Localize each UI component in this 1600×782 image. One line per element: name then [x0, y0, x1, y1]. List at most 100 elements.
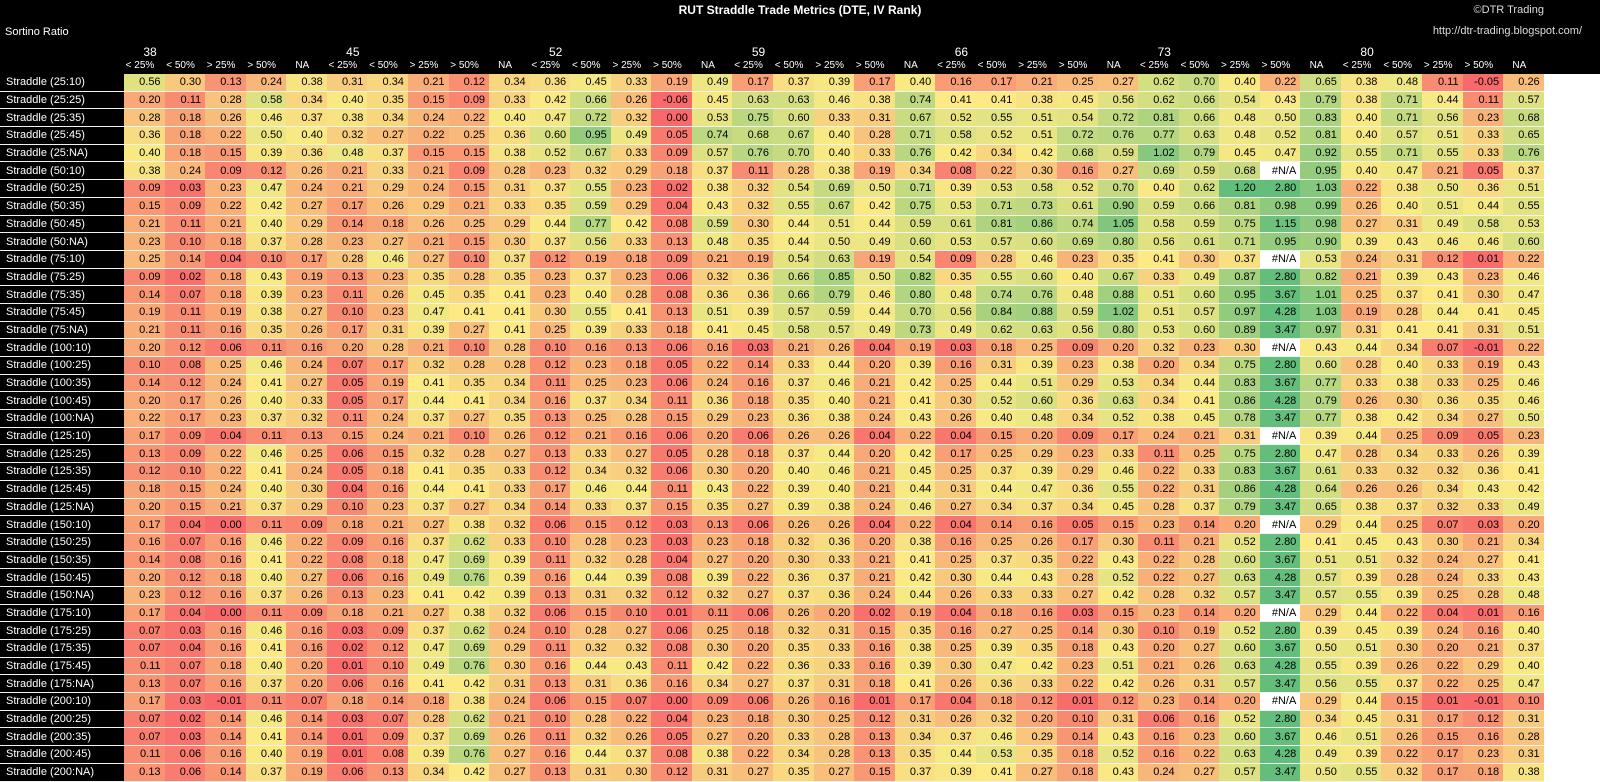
- metric-cell: 0.60: [1219, 727, 1260, 747]
- metric-cell: 0.84: [975, 303, 1017, 322]
- metric-cell: 0.45: [1340, 621, 1382, 640]
- metric-cell: 0.18: [732, 444, 773, 464]
- metric-cell: 0.34: [1056, 498, 1098, 517]
- metric-cell: 0.44: [1340, 338, 1382, 357]
- metric-cell: 0.15: [205, 144, 246, 163]
- metric-cell: 0.39: [773, 498, 814, 517]
- metric-cell: 0.11: [1422, 74, 1463, 92]
- metric-cell: 0.37: [407, 621, 449, 640]
- metric-cell: 0.47: [1016, 480, 1057, 499]
- metric-cell: 0.31: [1503, 745, 1544, 764]
- metric-cell: 0.37: [691, 161, 733, 181]
- metric-cell: 0.11: [529, 551, 571, 570]
- metric-cell: 0.36: [773, 409, 814, 428]
- metric-cell: 0.29: [1300, 515, 1341, 534]
- metric-cell: 0.13: [651, 232, 692, 251]
- metric-cell: 0.22: [1138, 568, 1179, 587]
- table-row: Straddle (25:35) 0.28 0.18 0.26 0.46 0.37 0.38…: [0, 108, 1544, 128]
- metric-cell: 0.28: [1381, 303, 1422, 322]
- metric-cell: 0.55: [1340, 674, 1382, 694]
- metric-cell: 0.16: [691, 338, 733, 357]
- metric-cell: 2.80: [1259, 533, 1301, 552]
- metric-cell: 0.22: [407, 126, 449, 145]
- metric-cell: 0.21: [205, 498, 246, 517]
- metric-cell: 0.10: [164, 462, 206, 481]
- metric-cell: 0.16: [367, 533, 408, 552]
- metric-cell: 0.32: [691, 586, 733, 605]
- metric-cell: 0.45: [1219, 144, 1260, 163]
- metric-cell: 0.10: [164, 232, 206, 251]
- row-label: Straddle (100:35): [0, 374, 124, 393]
- metric-cell: #N/A: [1259, 250, 1301, 269]
- metric-cell: 0.21: [124, 321, 165, 340]
- metric-cell: 1.20: [1219, 179, 1260, 198]
- metric-cell: 0.21: [407, 338, 449, 357]
- metric-cell: 0.62: [1138, 91, 1179, 110]
- metric-cell: 0.37: [286, 108, 327, 128]
- metric-cell: 0.40: [1503, 621, 1544, 640]
- metric-cell: 0.28: [610, 285, 652, 304]
- metric-cell: 0.46: [367, 250, 408, 269]
- metric-cell: 0.21: [1462, 639, 1504, 658]
- row-label: Straddle (150:10): [0, 515, 124, 534]
- metric-cell: 0.11: [1462, 91, 1504, 110]
- metric-cell: 0.32: [1422, 462, 1463, 481]
- metric-cell: 0.05: [326, 374, 368, 393]
- metric-cell: 0.03: [1462, 515, 1504, 534]
- metric-cell: 0.88: [1016, 303, 1057, 322]
- metric-cell: 0.26: [1381, 727, 1422, 747]
- metric-cell: 0.71: [1381, 144, 1422, 163]
- metric-cell: 0.17: [367, 356, 408, 375]
- metric-cell: 0.40: [1138, 179, 1179, 198]
- metric-cell: 0.24: [367, 427, 408, 446]
- table-row: Straddle (200:45) 0.11 0.06 0.16 0.40 0.19 0.0…: [0, 745, 1544, 764]
- metric-cell: 0.38: [448, 692, 490, 711]
- metric-cell: 0.11: [164, 321, 206, 340]
- metric-cell: 0.59: [813, 303, 855, 322]
- metric-cell: 0.33: [1340, 374, 1382, 393]
- metric-cell: -0.01: [1462, 338, 1504, 357]
- metric-cell: 0.42: [691, 657, 733, 676]
- metric-cell: 0.25: [1340, 285, 1382, 304]
- metric-cell: 0.51: [1138, 303, 1179, 322]
- metric-cell: 0.50: [245, 126, 287, 145]
- metric-cell: 0.32: [610, 639, 652, 658]
- metric-cell: 0.38: [894, 533, 936, 552]
- metric-cell: 0.32: [1138, 338, 1179, 357]
- metric-cell: 0.29: [489, 639, 530, 658]
- metric-cell: 0.14: [1178, 604, 1220, 623]
- metric-cell: 0.79: [1178, 144, 1220, 163]
- metric-cell: 0.47: [245, 179, 287, 198]
- metric-cell: 0.41: [1178, 391, 1220, 411]
- table-row: Straddle (50:35) 0.15 0.09 0.22 0.42 0.27 0.17…: [0, 197, 1544, 216]
- metric-cell: 0.16: [286, 639, 327, 658]
- metric-cell: 0.21: [489, 710, 530, 729]
- metric-cell: 0.04: [935, 427, 976, 446]
- metric-cell: 0.04: [651, 197, 692, 216]
- metric-cell: 0.31: [367, 321, 408, 340]
- iv-rank-header: < 50%: [369, 60, 398, 71]
- metric-cell: 0.24: [286, 179, 327, 198]
- metric-cell: 0.51: [1422, 126, 1463, 145]
- metric-cell: 0.27: [1097, 161, 1139, 181]
- metric-cell: 0.37: [245, 409, 287, 428]
- metric-cell: 0.42: [1381, 409, 1422, 428]
- metric-cell: 0.24: [489, 621, 530, 640]
- metric-cell: 0.70: [1097, 179, 1139, 198]
- metric-cell: 0.37: [1381, 674, 1422, 694]
- metric-cell: 0.53: [935, 232, 976, 251]
- metric-cell: 0.20: [286, 674, 327, 694]
- metric-cell: 0.15: [326, 427, 368, 446]
- metric-cell: 0.48: [935, 285, 976, 304]
- metric-cell: 2.80: [1259, 444, 1301, 464]
- metric-cell: 0.39: [1381, 586, 1422, 605]
- metric-cell: 0.22: [1138, 462, 1179, 481]
- metric-cell: 0.15: [407, 91, 449, 110]
- row-label: Straddle (50:25): [0, 179, 124, 198]
- metric-cell: #N/A: [1259, 161, 1301, 181]
- metric-cell: 0.22: [286, 533, 327, 552]
- metric-cell: 0.41: [448, 391, 490, 411]
- metric-cell: 0.34: [610, 391, 652, 411]
- metric-cell: 0.22: [1381, 604, 1422, 623]
- metric-cell: 0.33: [610, 232, 652, 251]
